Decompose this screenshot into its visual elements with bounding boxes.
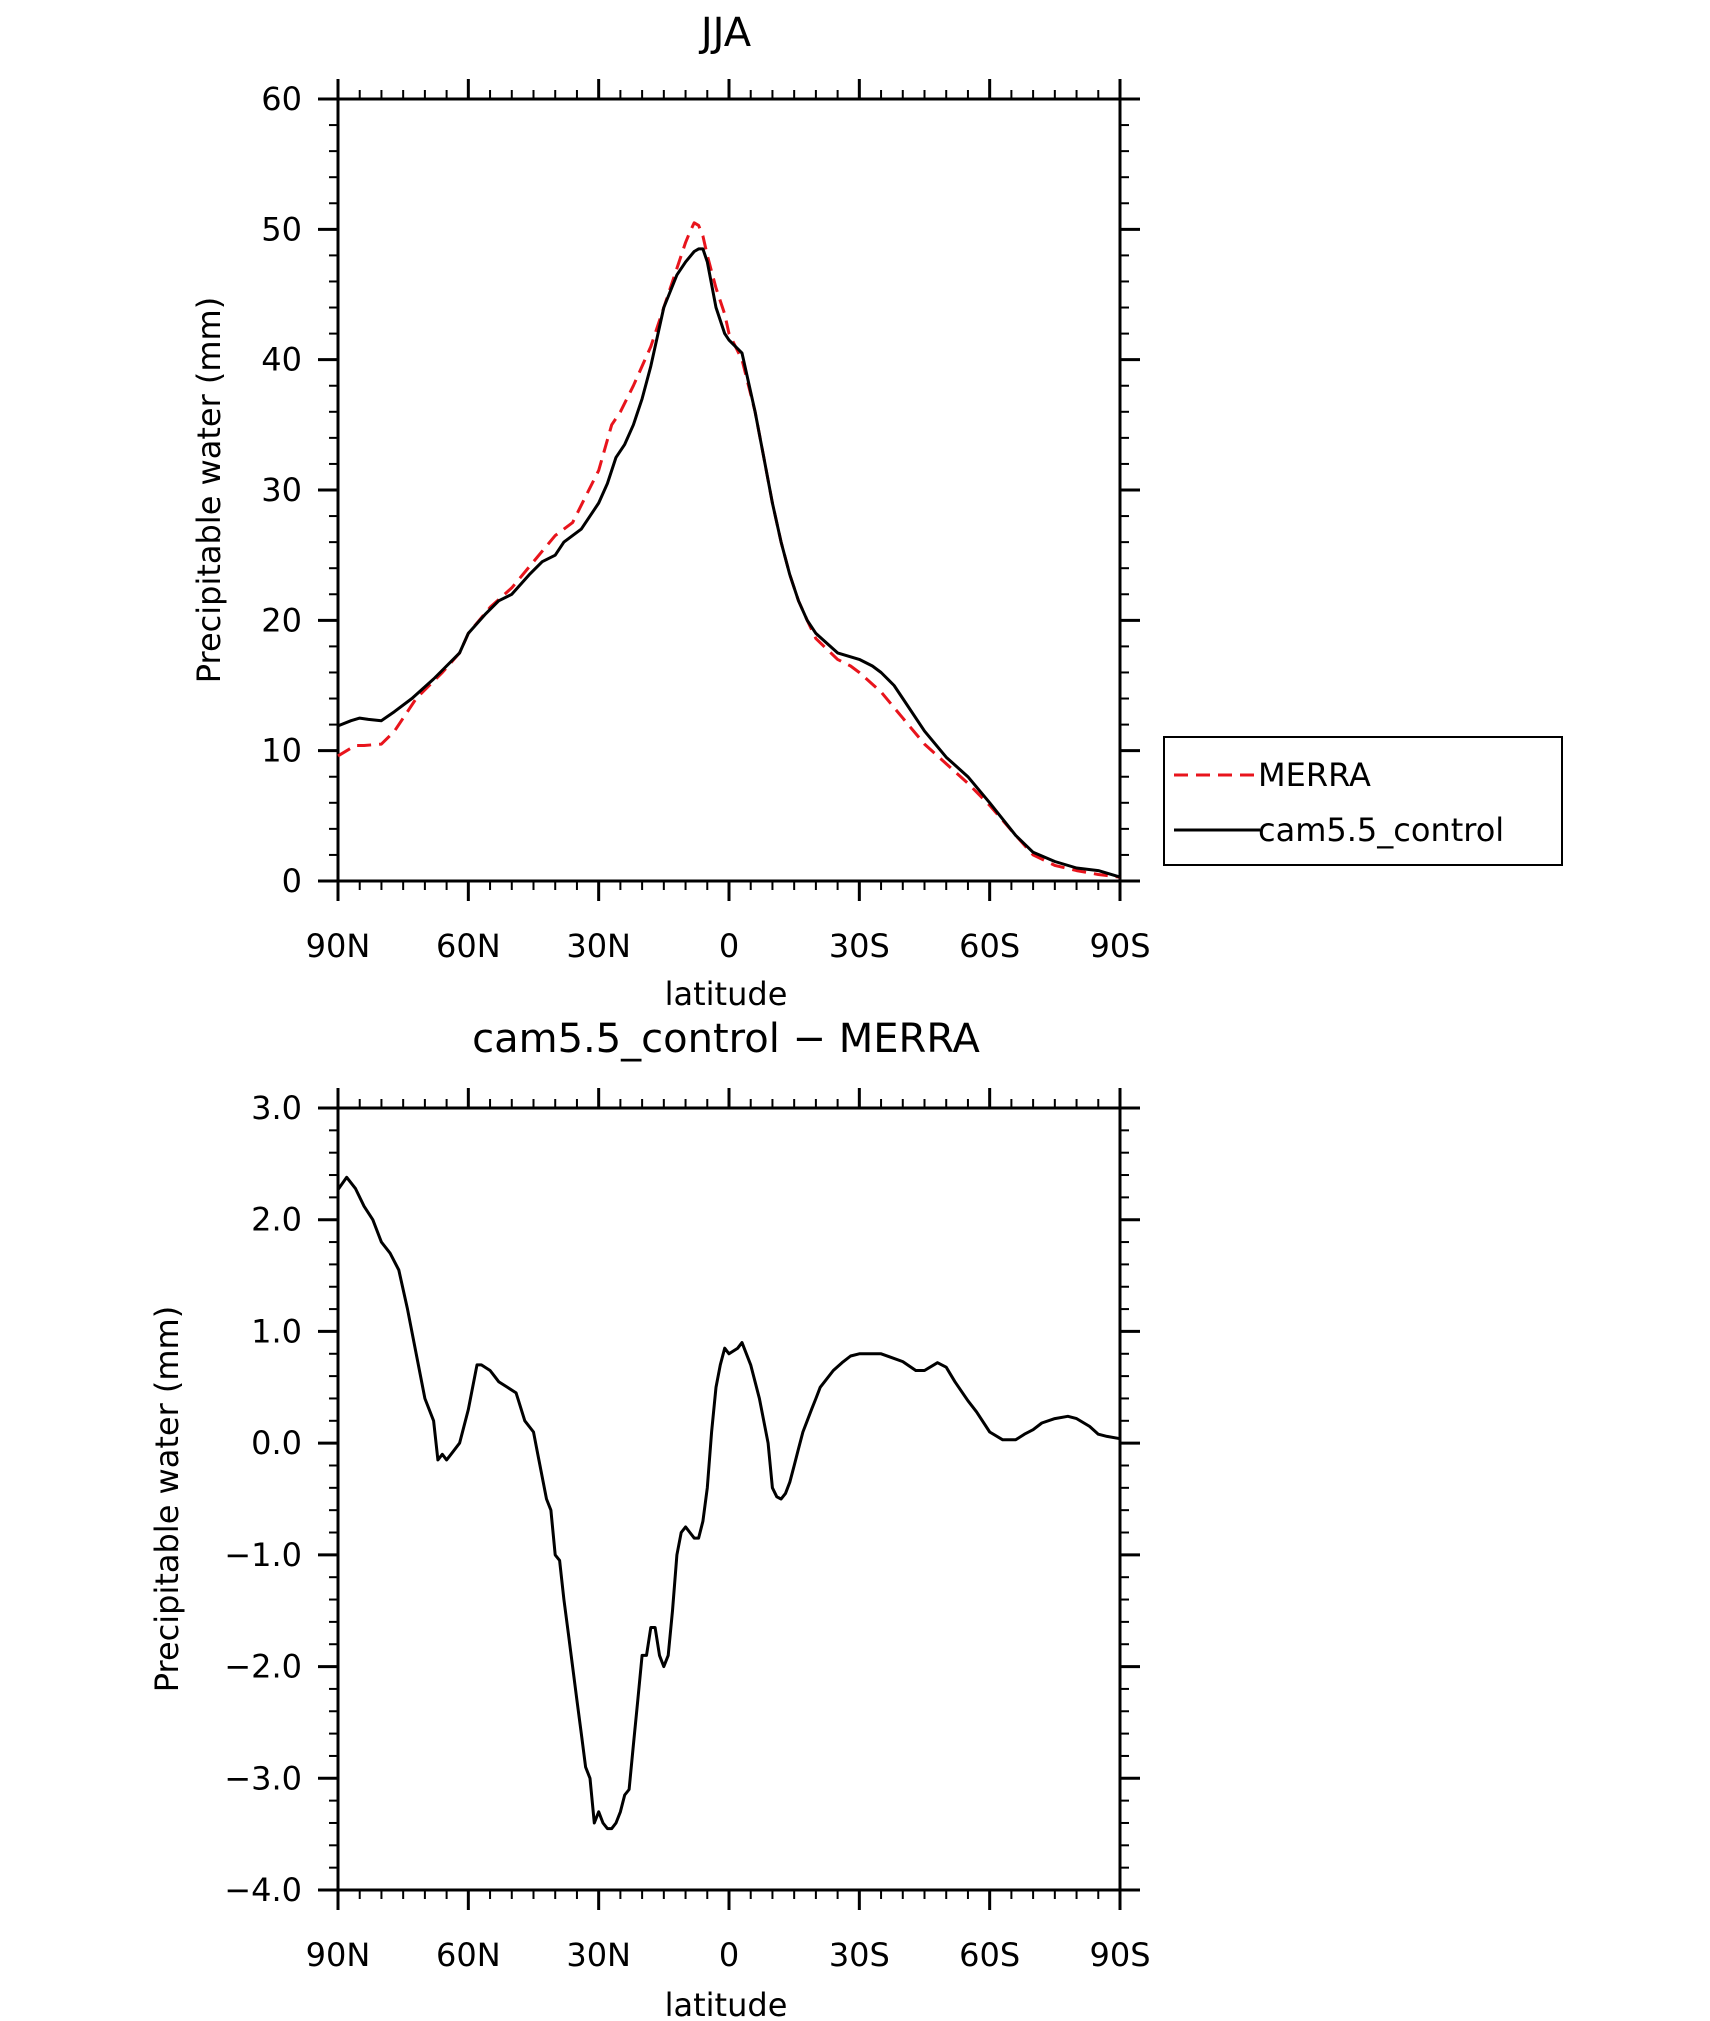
precipitable-water-chart: JJA 90N 60N 30N 0 30S 60S 90S 0 10 20 30 40 50 60 lat… bbox=[190, 10, 1563, 1013]
difference-chart: cam5.5_control − MERRA 90N 60N 30N 0 30S 60S 9… bbox=[148, 1016, 1151, 2021]
y-tick-label: 30 bbox=[261, 471, 302, 509]
y-axis-label: Precipitable water (mm) bbox=[190, 297, 228, 683]
axis-ticks: 90N 60N 30N 0 30S 60S 90S 0 10 20 30 40 50 60 bbox=[261, 79, 1151, 965]
series-line-1 bbox=[337, 247, 1121, 879]
legend: MERRA cam5.5_control bbox=[1163, 736, 1563, 866]
x-tick-label: 90N bbox=[306, 927, 371, 965]
x-tick-label: 30N bbox=[566, 927, 631, 965]
x-tick-label: 90N bbox=[306, 1936, 371, 1974]
y-tick-label: 0 bbox=[282, 862, 302, 900]
y-tick-label: −2.0 bbox=[224, 1648, 302, 1686]
y-tick-label: 20 bbox=[261, 601, 302, 639]
x-tick-label: 0 bbox=[719, 1936, 739, 1974]
y-tick-label: −3.0 bbox=[224, 1759, 302, 1797]
x-tick-label: 30S bbox=[829, 1936, 890, 1974]
legend-box bbox=[1163, 736, 1563, 866]
y-tick-label: 1.0 bbox=[251, 1312, 302, 1350]
y-tick-label: 3.0 bbox=[251, 1089, 302, 1127]
plot-frame bbox=[336, 97, 1122, 883]
y-tick-label: 0.0 bbox=[251, 1424, 302, 1462]
y-tick-label: 10 bbox=[261, 732, 302, 770]
chart-title: JJA bbox=[698, 10, 752, 56]
x-axis-label: latitude bbox=[665, 975, 788, 1013]
chart-title: cam5.5_control − MERRA bbox=[472, 1016, 980, 1062]
series-line-0 bbox=[336, 1175, 1121, 1831]
x-tick-label: 60N bbox=[436, 1936, 501, 1974]
x-tick-label: 60S bbox=[959, 1936, 1020, 1974]
y-tick-label: −1.0 bbox=[224, 1536, 302, 1574]
series-lines bbox=[336, 1175, 1121, 1831]
x-tick-label: 30S bbox=[829, 927, 890, 965]
x-tick-label: 0 bbox=[719, 927, 739, 965]
plot-frame bbox=[336, 1106, 1122, 1892]
y-tick-label: 40 bbox=[261, 341, 302, 379]
series-line-0 bbox=[337, 221, 1121, 879]
x-tick-label: 90S bbox=[1089, 1936, 1150, 1974]
y-tick-label: 60 bbox=[261, 80, 302, 118]
legend-label-merra: MERRA bbox=[1258, 756, 1371, 794]
axis-ticks: 90N 60N 30N 0 30S 60S 90S −4.0 −3.0 −2.0 −1.0 0.0 1.… bbox=[224, 1088, 1151, 1974]
y-tick-label: −4.0 bbox=[224, 1871, 302, 1909]
x-tick-label: 30N bbox=[566, 1936, 631, 1974]
y-tick-label: 50 bbox=[261, 210, 302, 248]
legend-label-cam5: cam5.5_control bbox=[1258, 811, 1504, 849]
x-tick-label: 90S bbox=[1089, 927, 1150, 965]
y-axis-label: Precipitable water (mm) bbox=[148, 1306, 186, 1692]
x-tick-label: 60N bbox=[436, 927, 501, 965]
x-axis-label: latitude bbox=[665, 1986, 788, 2021]
series-lines bbox=[337, 221, 1121, 879]
x-tick-label: 60S bbox=[959, 927, 1020, 965]
y-tick-label: 2.0 bbox=[251, 1201, 302, 1239]
